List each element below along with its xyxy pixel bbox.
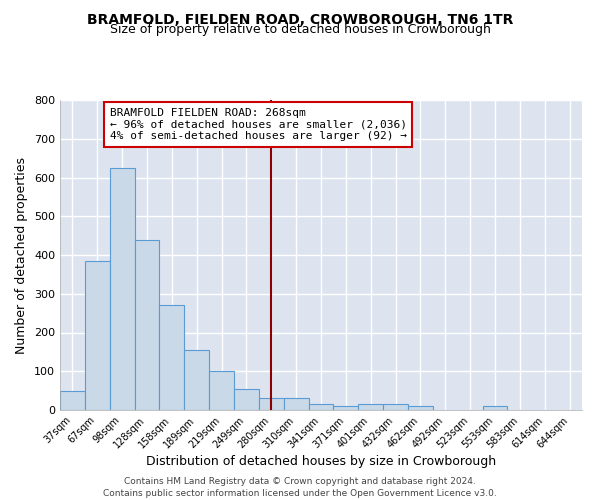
X-axis label: Distribution of detached houses by size in Crowborough: Distribution of detached houses by size …	[146, 456, 496, 468]
Bar	[209, 371, 234, 410]
Bar	[334, 406, 358, 410]
Bar	[358, 404, 383, 410]
Bar	[308, 404, 334, 410]
Text: Contains public sector information licensed under the Open Government Licence v3: Contains public sector information licen…	[103, 489, 497, 498]
Text: BRAMFOLD, FIELDEN ROAD, CROWBOROUGH, TN6 1TR: BRAMFOLD, FIELDEN ROAD, CROWBOROUGH, TN6…	[87, 12, 513, 26]
Bar	[284, 398, 308, 410]
Y-axis label: Number of detached properties: Number of detached properties	[16, 156, 28, 354]
Text: Size of property relative to detached houses in Crowborough: Size of property relative to detached ho…	[110, 24, 490, 36]
Bar	[408, 406, 433, 410]
Bar	[85, 261, 110, 410]
Text: Contains HM Land Registry data © Crown copyright and database right 2024.: Contains HM Land Registry data © Crown c…	[124, 478, 476, 486]
Bar	[234, 388, 259, 410]
Text: BRAMFOLD FIELDEN ROAD: 268sqm
← 96% of detached houses are smaller (2,036)
4% of: BRAMFOLD FIELDEN ROAD: 268sqm ← 96% of d…	[110, 108, 407, 141]
Bar	[482, 406, 508, 410]
Bar	[110, 168, 134, 410]
Bar	[383, 404, 408, 410]
Bar	[134, 240, 160, 410]
Bar	[184, 350, 209, 410]
Bar	[60, 390, 85, 410]
Bar	[160, 306, 184, 410]
Bar	[259, 398, 284, 410]
